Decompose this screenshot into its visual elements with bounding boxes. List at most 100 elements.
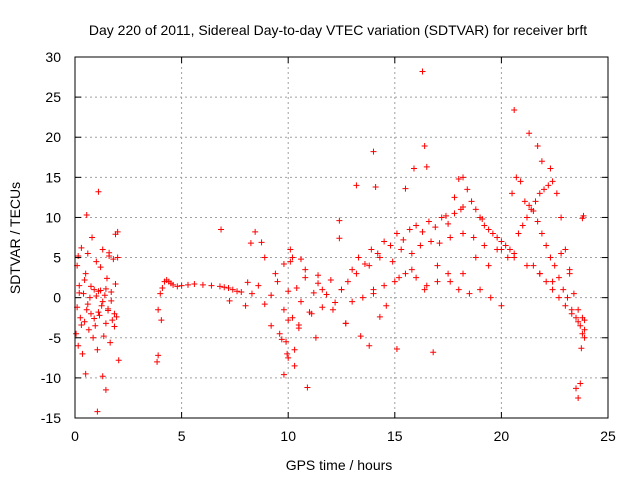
data-point xyxy=(534,143,541,150)
data-point xyxy=(159,285,166,292)
data-point xyxy=(89,234,96,241)
data-point xyxy=(302,274,309,281)
data-point xyxy=(566,266,573,273)
data-point xyxy=(106,249,113,256)
data-point xyxy=(577,380,584,387)
y-tick-label: 0 xyxy=(53,290,61,306)
data-point xyxy=(438,214,445,221)
axis-ticks xyxy=(74,56,609,419)
data-point xyxy=(359,294,366,301)
data-point xyxy=(289,254,296,261)
data-point xyxy=(532,198,539,205)
data-point xyxy=(155,352,162,359)
data-point xyxy=(261,301,268,308)
data-point xyxy=(315,272,322,279)
data-point xyxy=(370,290,377,297)
data-point xyxy=(494,234,501,241)
y-tick-label: -15 xyxy=(41,410,61,426)
data-point xyxy=(280,260,287,267)
x-tick-label: 15 xyxy=(387,428,403,444)
data-points xyxy=(73,68,588,415)
data-point xyxy=(374,250,381,257)
data-point xyxy=(268,292,275,299)
data-point xyxy=(393,346,400,353)
data-point xyxy=(87,310,94,317)
data-point xyxy=(109,317,116,324)
data-point xyxy=(436,240,443,247)
data-point xyxy=(543,278,550,285)
y-tick-labels: -15 -10 -5 0 5 10 15 20 25 30 xyxy=(41,49,61,426)
data-point xyxy=(421,143,428,150)
data-point xyxy=(410,165,417,172)
data-point xyxy=(517,178,524,185)
data-point xyxy=(376,254,383,261)
data-point xyxy=(108,289,115,296)
data-point xyxy=(432,224,439,231)
data-point xyxy=(498,246,505,253)
data-point xyxy=(244,279,251,286)
grid-lines xyxy=(75,57,608,418)
data-point xyxy=(103,275,110,282)
data-point xyxy=(389,258,396,265)
data-point xyxy=(323,291,330,298)
data-point xyxy=(111,323,118,330)
data-point xyxy=(549,178,556,185)
data-point xyxy=(285,354,292,361)
data-point xyxy=(479,216,486,223)
data-point xyxy=(357,333,364,340)
data-point xyxy=(297,256,304,263)
data-point xyxy=(208,282,215,289)
data-point xyxy=(82,370,89,377)
x-tick-label: 20 xyxy=(494,428,510,444)
data-point xyxy=(551,262,558,269)
data-point xyxy=(76,289,83,296)
data-point xyxy=(485,226,492,233)
data-point xyxy=(402,270,409,277)
data-point xyxy=(95,188,102,195)
data-point xyxy=(158,317,165,324)
data-point xyxy=(261,254,268,261)
data-point xyxy=(283,338,290,345)
data-point xyxy=(370,148,377,155)
data-point xyxy=(95,309,102,316)
x-axis-label: GPS time / hours xyxy=(286,457,393,473)
data-point xyxy=(417,242,424,249)
data-point xyxy=(242,302,249,309)
data-point xyxy=(549,278,556,285)
data-point xyxy=(302,266,309,273)
data-point xyxy=(225,285,232,292)
data-point xyxy=(268,322,275,329)
data-point xyxy=(99,373,106,380)
data-point xyxy=(445,270,452,277)
data-point xyxy=(577,322,584,329)
data-point xyxy=(91,286,98,293)
data-point xyxy=(523,262,530,269)
data-point xyxy=(91,315,98,322)
data-point xyxy=(547,165,554,172)
data-point xyxy=(319,304,326,311)
data-point xyxy=(218,226,225,233)
data-point xyxy=(155,306,162,313)
data-point xyxy=(216,283,223,290)
data-point xyxy=(366,342,373,349)
data-point xyxy=(83,212,90,219)
data-point xyxy=(99,246,106,253)
data-point xyxy=(229,286,236,293)
data-point xyxy=(255,282,262,289)
data-point xyxy=(442,212,449,219)
data-point xyxy=(509,190,516,197)
data-point xyxy=(502,242,509,249)
data-point xyxy=(430,349,437,356)
data-point xyxy=(285,317,292,324)
data-point xyxy=(445,220,452,227)
data-point xyxy=(98,302,105,309)
data-point xyxy=(289,314,296,321)
data-point xyxy=(419,228,426,235)
data-point xyxy=(408,266,415,273)
data-point xyxy=(85,326,92,333)
data-point xyxy=(287,246,294,253)
data-point xyxy=(387,242,394,249)
data-point xyxy=(523,214,530,221)
data-point xyxy=(528,206,535,213)
data-point xyxy=(402,185,409,192)
